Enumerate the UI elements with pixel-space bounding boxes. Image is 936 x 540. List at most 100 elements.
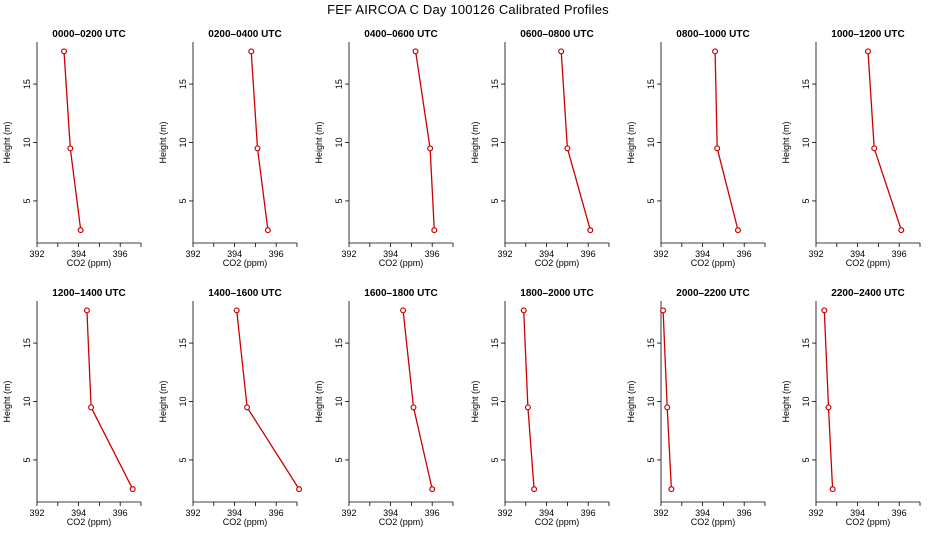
y-tick-label: 15 [646, 79, 656, 89]
y-axis-label: Height (m) [158, 380, 168, 422]
data-point [668, 486, 675, 493]
y-tick-label: 5 [334, 457, 344, 462]
figure-title: FEF AIRCOA C Day 100126 Calibrated Profi… [327, 2, 609, 17]
y-tick-label: 15 [178, 338, 188, 348]
x-tick-label: 394 [539, 508, 554, 518]
x-axis-label: CO2 (ppm) [691, 258, 736, 268]
data-point [248, 48, 255, 55]
profile-line [402, 310, 433, 490]
data-point [67, 145, 74, 152]
data-point [400, 307, 407, 314]
y-axis-label: Height (m) [314, 380, 324, 422]
y-tick-label: 5 [178, 198, 188, 203]
y-axis-label: Height (m) [470, 380, 480, 422]
x-tick-label: 396 [581, 508, 596, 518]
y-tick-label: 5 [801, 198, 811, 203]
x-tick-label: 396 [737, 249, 752, 259]
data-point [587, 227, 594, 234]
x-tick-label: 394 [695, 508, 710, 518]
y-axis-label: Height (m) [626, 121, 636, 163]
x-axis-label: CO2 (ppm) [223, 258, 268, 268]
x-tick-label: 394 [383, 249, 398, 259]
data-point [864, 48, 871, 55]
y-axis-label: Height (m) [470, 121, 480, 163]
x-tick-label: 392 [185, 508, 200, 518]
y-tick-label: 5 [22, 198, 32, 203]
y-tick-label: 15 [178, 79, 188, 89]
x-axis-label: CO2 (ppm) [535, 517, 580, 527]
data-point [427, 145, 434, 152]
y-tick-label: 5 [178, 457, 188, 462]
profile-line [714, 51, 739, 231]
y-tick-label: 10 [178, 137, 188, 147]
profile-line [236, 310, 300, 490]
profile-line [414, 51, 435, 231]
y-tick-label: 5 [490, 457, 500, 462]
y-tick-label: 10 [490, 396, 500, 406]
panel-title: 0600–0800 UTC [520, 29, 593, 40]
y-axis-label: Height (m) [2, 121, 12, 163]
data-point [61, 48, 68, 55]
data-point [520, 307, 527, 314]
data-point [429, 486, 436, 493]
data-point [821, 307, 828, 314]
x-tick-label: 396 [113, 508, 128, 518]
data-point [77, 227, 84, 234]
x-tick-label: 396 [425, 249, 440, 259]
y-tick-label: 15 [490, 79, 500, 89]
y-tick-label: 5 [490, 198, 500, 203]
y-axis-label: Height (m) [781, 380, 791, 422]
data-point [714, 145, 721, 152]
data-point [712, 48, 719, 55]
y-tick-label: 15 [22, 338, 32, 348]
y-tick-label: 15 [490, 338, 500, 348]
x-tick-label: 392 [653, 508, 668, 518]
y-tick-label: 5 [334, 198, 344, 203]
x-tick-label: 396 [892, 508, 907, 518]
panel-title: 0800–1000 UTC [676, 29, 749, 40]
x-tick-label: 394 [71, 249, 86, 259]
y-tick-label: 15 [22, 79, 32, 89]
y-tick-label: 10 [22, 396, 32, 406]
profile-line [250, 51, 269, 231]
profile-line [662, 310, 673, 490]
x-tick-label: 392 [341, 249, 356, 259]
x-tick-label: 392 [341, 508, 356, 518]
x-tick-label: 396 [269, 249, 284, 259]
y-tick-label: 5 [646, 457, 656, 462]
y-tick-label: 5 [801, 457, 811, 462]
x-axis-label: CO2 (ppm) [846, 258, 891, 268]
y-tick-label: 10 [801, 137, 811, 147]
panel-title: 0400–0600 UTC [364, 29, 437, 40]
y-tick-label: 10 [801, 396, 811, 406]
data-point [264, 227, 271, 234]
y-tick-label: 15 [801, 338, 811, 348]
x-tick-label: 394 [383, 508, 398, 518]
x-tick-label: 396 [113, 249, 128, 259]
panel-title: 2000–2200 UTC [676, 288, 749, 299]
data-point [898, 227, 905, 234]
data-point [524, 404, 531, 411]
y-tick-label: 15 [801, 79, 811, 89]
data-point [734, 227, 741, 234]
y-axis-label: Height (m) [2, 380, 12, 422]
y-tick-label: 10 [646, 396, 656, 406]
data-point [296, 486, 303, 493]
x-axis-label: CO2 (ppm) [379, 517, 424, 527]
x-tick-label: 396 [581, 249, 596, 259]
data-point [664, 404, 671, 411]
y-tick-label: 10 [334, 137, 344, 147]
y-tick-label: 15 [646, 338, 656, 348]
panel-title: 2200–2400 UTC [831, 288, 904, 299]
panel-title: 1800–2000 UTC [520, 288, 593, 299]
profile-line [867, 51, 902, 231]
data-point [660, 307, 667, 314]
panel-title: 0200–0400 UTC [208, 29, 281, 40]
profile-line [523, 310, 535, 490]
y-axis-label: Height (m) [158, 121, 168, 163]
data-point [254, 145, 261, 152]
panel-title: 1200–1400 UTC [52, 288, 125, 299]
x-tick-label: 392 [653, 249, 668, 259]
x-tick-label: 394 [71, 508, 86, 518]
